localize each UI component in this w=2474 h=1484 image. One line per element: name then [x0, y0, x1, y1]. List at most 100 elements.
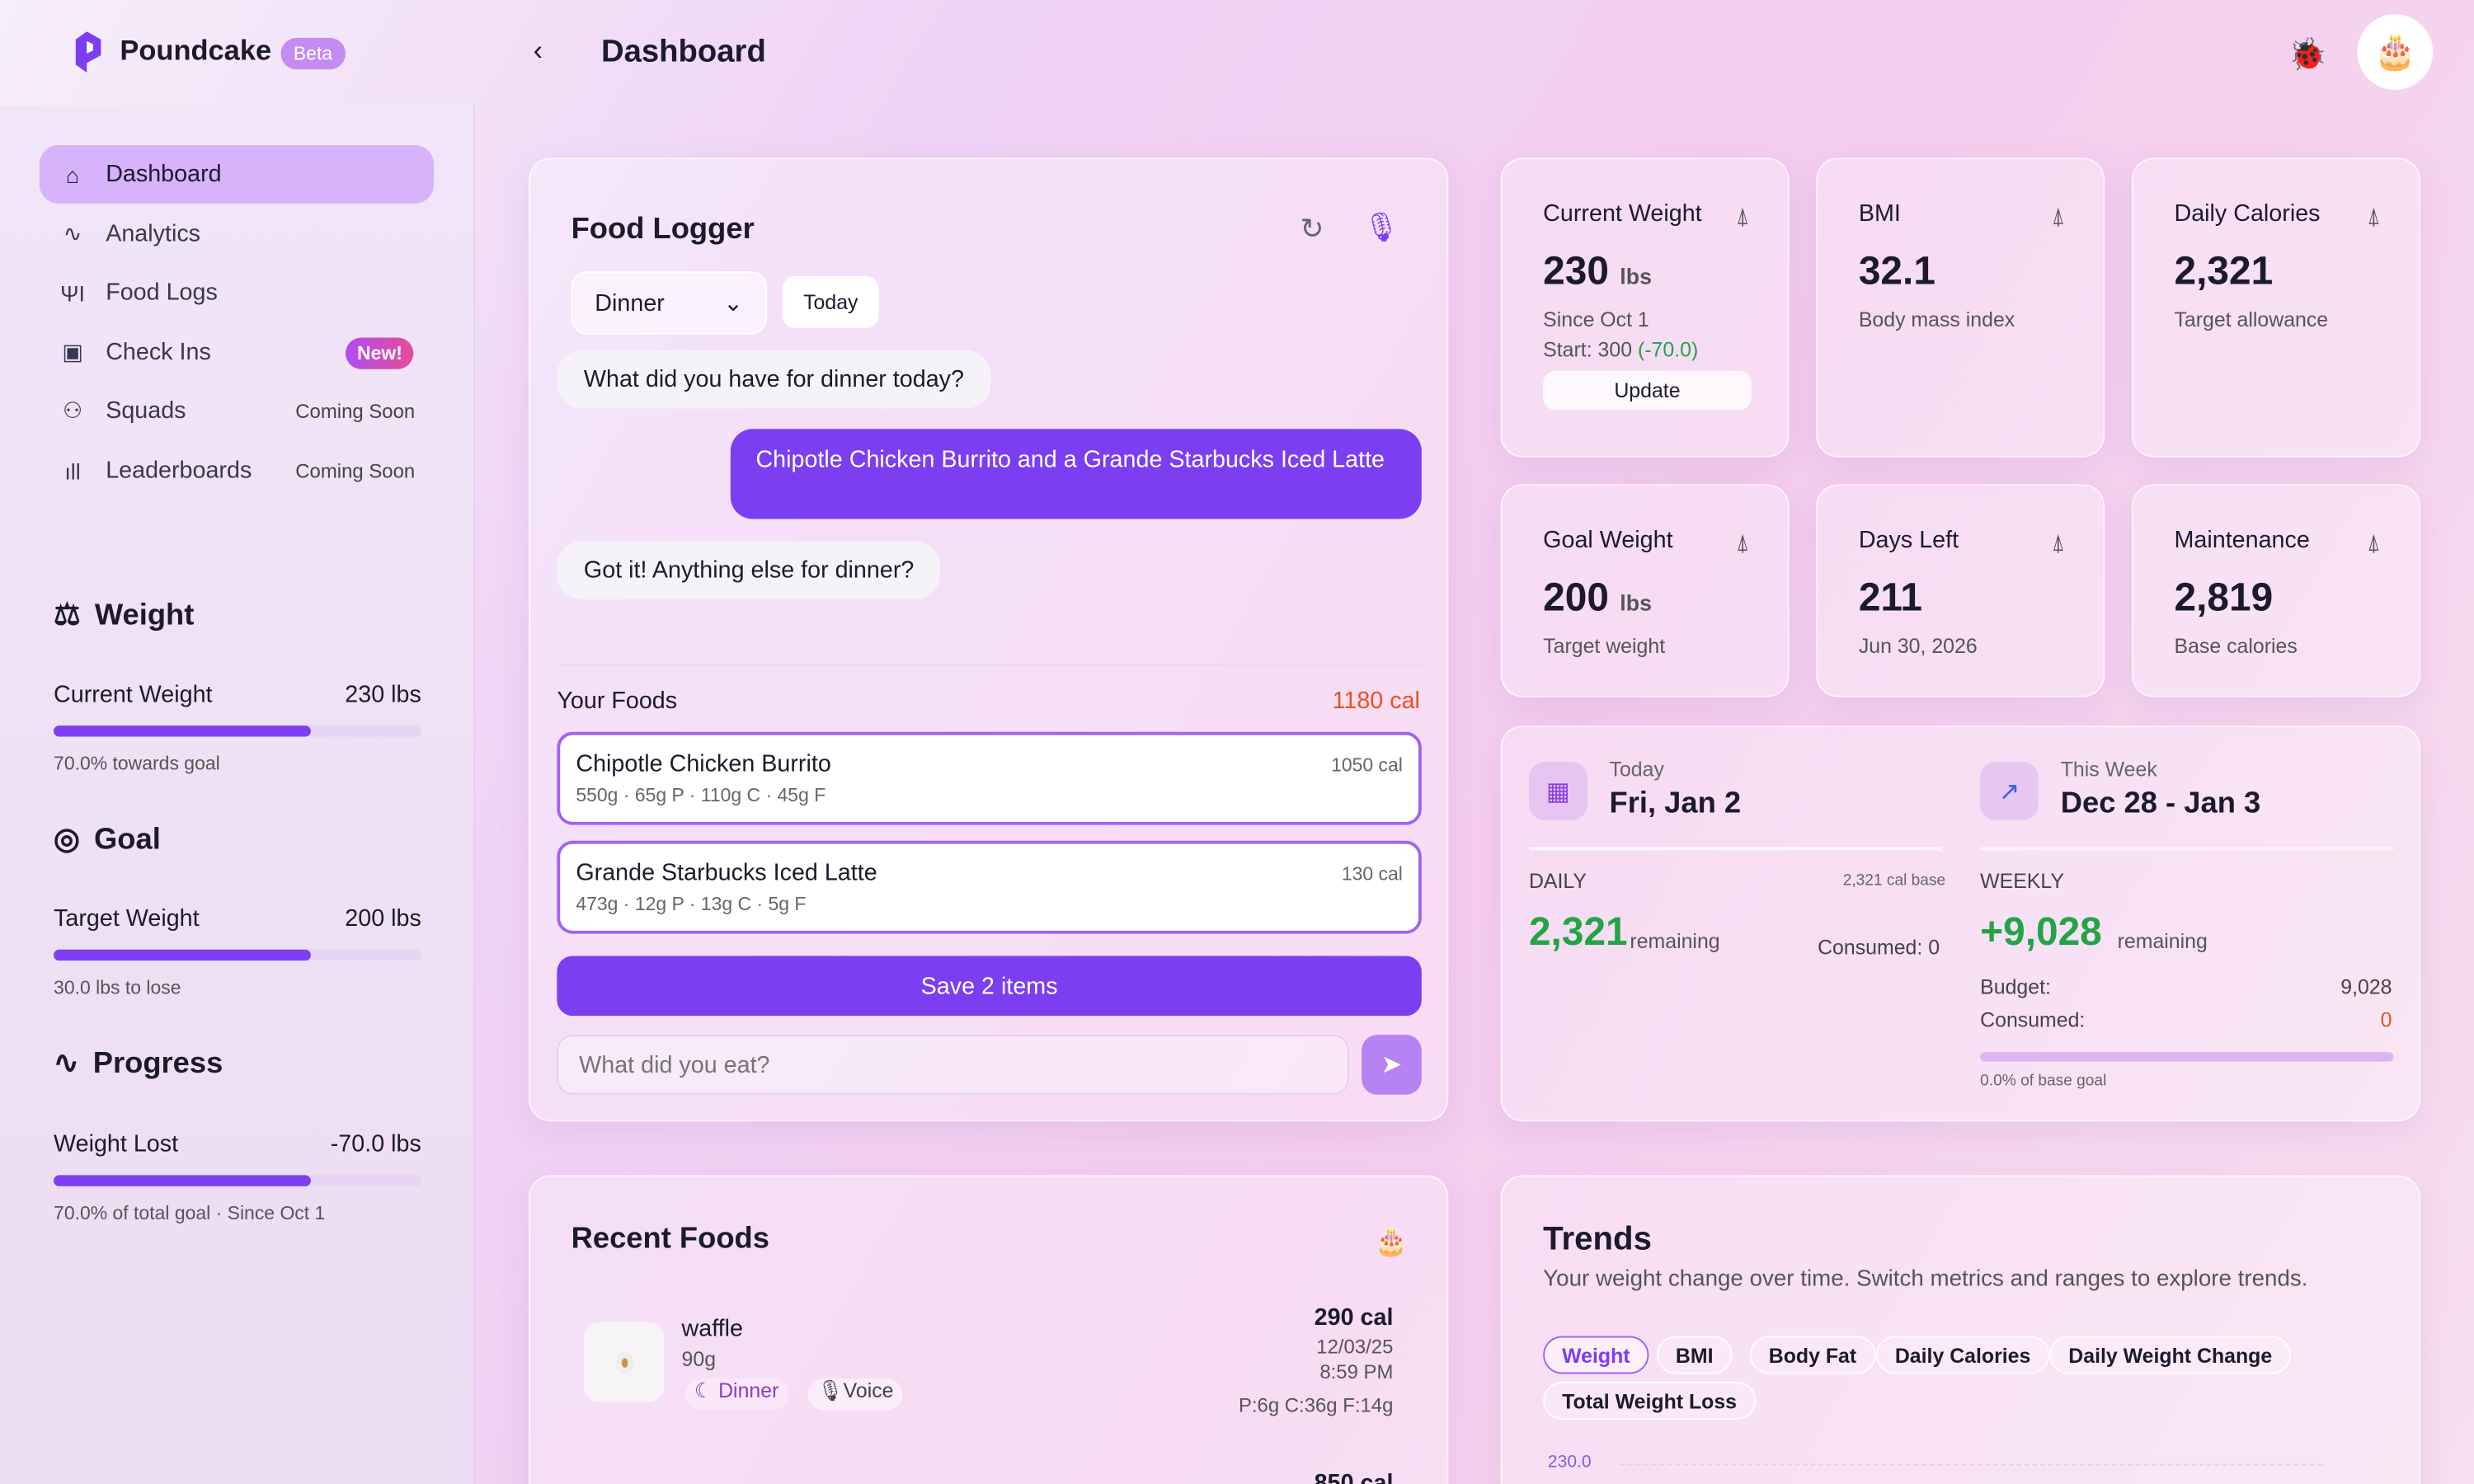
- microphone-icon[interactable]: 🎙: [1363, 211, 1399, 243]
- target-weight-row: Target Weight 200 lbs: [54, 905, 421, 932]
- calorie-budget-card: ▦ Today Fri, Jan 2 ↗ This Week Dec 28 - …: [1500, 726, 2420, 1122]
- food-name[interactable]: waffle: [681, 1315, 744, 1343]
- cake-icon: 🎂: [1374, 1227, 1408, 1257]
- app-name: Poundcake: [120, 35, 272, 67]
- back-button[interactable]: ‹: [533, 35, 543, 67]
- chevron-down-icon: ⌄: [723, 290, 744, 317]
- total-calories: 1180 cal: [1332, 688, 1420, 715]
- update-weight-button[interactable]: Update: [1543, 370, 1752, 411]
- remaining-label: remaining: [2117, 928, 2208, 953]
- stat-card: Goal Weight ⍋ 200 lbs Target weight: [1500, 484, 1790, 697]
- trends-title: Trends: [1543, 1220, 1652, 1257]
- stat-title: BMI: [1858, 200, 1901, 228]
- sidebar-item-leaderboards[interactable]: ıll Leaderboards Coming Soon: [40, 442, 434, 500]
- budget-label: Budget:: [1980, 974, 2051, 999]
- weight-progress-bar: [54, 726, 421, 737]
- sidebar-item-label: Analytics: [106, 220, 201, 248]
- progress-note: 70.0% of total goal · Since Oct 1: [54, 1201, 326, 1224]
- sidebar-item-food-logs[interactable]: ΨI Food Logs: [40, 264, 434, 322]
- page-title: Dashboard: [600, 35, 766, 70]
- stat-title: Maintenance: [2174, 527, 2310, 554]
- stat-desc: Target allowance: [2174, 308, 2329, 331]
- trend-tab[interactable]: Body Fat: [1749, 1336, 1876, 1374]
- sidebar-item-label: Food Logs: [106, 279, 218, 307]
- y-axis-tick: 230.0: [1547, 1453, 1592, 1472]
- pin-icon[interactable]: ⍋: [2366, 529, 2382, 557]
- trend-tab[interactable]: BMI: [1656, 1336, 1733, 1374]
- today-button[interactable]: Today: [782, 275, 879, 328]
- recent-foods-title: Recent Foods: [571, 1222, 769, 1256]
- moon-icon: ☾: [694, 1378, 719, 1402]
- stat-title: Daily Calories: [2174, 200, 2321, 228]
- goal-section-title: ◎ Goal: [54, 822, 161, 857]
- home-icon: ⌂: [65, 162, 80, 187]
- pin-icon[interactable]: ⍋: [2366, 203, 2382, 231]
- sidebar-item-label: Dashboard: [106, 161, 222, 188]
- weight-lost-row: Weight Lost -70.0 lbs: [54, 1130, 421, 1158]
- coming-soon-tag: Coming Soon: [295, 459, 416, 482]
- bot-message: Got it! Anything else for dinner?: [557, 541, 941, 600]
- pin-icon[interactable]: ⍋: [2051, 529, 2066, 557]
- bot-message: What did you have for dinner today?: [557, 350, 991, 409]
- send-button[interactable]: ➤: [1362, 1035, 1422, 1095]
- progress-bar: [54, 1175, 421, 1186]
- beta-badge: Beta: [280, 37, 346, 70]
- reset-icon[interactable]: ↻: [1300, 213, 1324, 245]
- sidebar-item-dashboard[interactable]: ⌂ Dashboard: [39, 145, 435, 204]
- divider: [1980, 847, 2394, 851]
- pin-icon[interactable]: ⍋: [2051, 203, 2066, 231]
- food-date: 12/03/25: [1316, 1336, 1394, 1359]
- current-weight-row: Current Weight 230 lbs: [54, 681, 421, 709]
- calendar-icon: ▦: [1528, 762, 1587, 820]
- avatar[interactable]: 🎂: [2357, 14, 2434, 91]
- scale-icon: ⚖: [54, 599, 81, 633]
- stat-value: 2,321: [2174, 249, 2274, 294]
- stat-card: Current Weight ⍋ 230 lbs Since Oct 1 Star…: [1500, 157, 1790, 458]
- daily-base: 2,321 cal base: [1842, 872, 1946, 890]
- trend-tab[interactable]: Weight: [1543, 1336, 1649, 1374]
- pin-icon[interactable]: ⍋: [1735, 203, 1750, 231]
- food-thumbnail: [583, 1322, 665, 1402]
- sidebar-item-label: Squads: [106, 397, 186, 425]
- stat-title: Days Left: [1858, 527, 1959, 554]
- remaining-label: remaining: [1630, 928, 1720, 953]
- weight-section-title: ⚖ Weight: [54, 599, 195, 633]
- sidebar-item-check-ins[interactable]: ▣ Check Ins New!: [40, 323, 434, 382]
- send-icon: ➤: [1380, 1052, 1403, 1079]
- budget-value: 9,028: [2340, 974, 2392, 999]
- poundcake-logo-icon: [75, 31, 101, 73]
- recent-foods-card: Recent Foods 🎂 waffle 90g ☾ Dinner 🎙Voic…: [528, 1175, 1449, 1484]
- stat-card: Maintenance ⍋ 2,819 Base calories: [2131, 484, 2420, 697]
- pin-icon[interactable]: ⍋: [1735, 529, 1750, 557]
- week-label: This Week: [2060, 757, 2157, 782]
- sidebar-item-squads[interactable]: ⚇ Squads Coming Soon: [40, 382, 434, 440]
- save-items-button[interactable]: Save 2 items: [557, 956, 1422, 1017]
- sidebar-item-analytics[interactable]: ∿ Analytics: [40, 205, 434, 264]
- stat-value: 32.1: [1858, 249, 1935, 294]
- stat-value: 2,819: [2174, 575, 2274, 620]
- food-input[interactable]: [557, 1035, 1349, 1095]
- meal-select[interactable]: Dinner ⌄: [571, 271, 767, 335]
- your-foods-label: Your Foods: [557, 688, 678, 715]
- food-item[interactable]: Grande Starbucks Iced Latte 473g · 12g P …: [557, 840, 1422, 934]
- source-tag: 🎙Voice: [807, 1378, 904, 1411]
- trend-tab[interactable]: Total Weight Loss: [1543, 1382, 1756, 1420]
- calendar-check-icon: ▣: [62, 339, 83, 364]
- coming-soon-tag: Coming Soon: [295, 400, 416, 422]
- stat-title: Goal Weight: [1543, 527, 1673, 554]
- bug-report-icon[interactable]: 🐞: [2288, 37, 2327, 73]
- trend-tab[interactable]: Daily Calories: [1875, 1336, 2050, 1374]
- microphone-icon: 🎙: [817, 1378, 844, 1402]
- progress-note: 0.0% of base goal: [1980, 1073, 2107, 1091]
- stat-card: Daily Calories ⍋ 2,321 Target allowance: [2131, 157, 2420, 458]
- start-weight: Start: 300 (-70.0): [1543, 337, 1699, 362]
- target-icon: ◎: [54, 823, 80, 857]
- user-message: Chipotle Chicken Burrito and a Grande St…: [730, 429, 1422, 519]
- trend-tab[interactable]: Daily Weight Change: [2049, 1336, 2292, 1374]
- goal-note: 30.0 lbs to lose: [54, 976, 181, 999]
- stat-desc: Since Oct 1: [1543, 308, 1649, 331]
- stat-card: Days Left ⍋ 211 Jun 30, 2026: [1816, 484, 2105, 697]
- divider: [557, 664, 1422, 666]
- goal-progress-bar: [54, 949, 421, 961]
- food-item[interactable]: Chipotle Chicken Burrito 550g · 65g P · 1…: [557, 731, 1422, 825]
